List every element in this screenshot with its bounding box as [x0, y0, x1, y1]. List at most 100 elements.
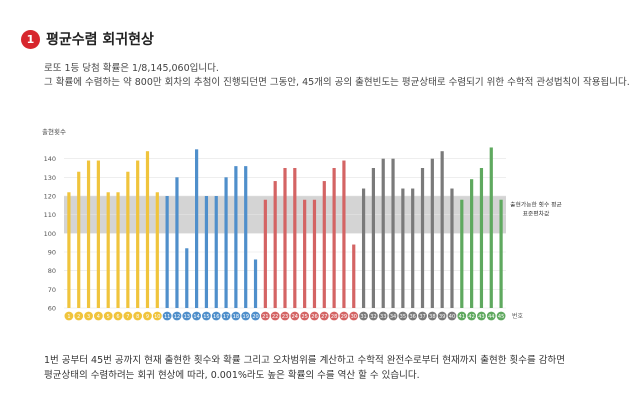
x-tick-label: 28 [331, 314, 337, 320]
bar [283, 168, 287, 308]
ball-number-badge [270, 311, 280, 321]
bar [489, 147, 493, 308]
bar [430, 158, 434, 308]
x-tick-label: 30 [351, 314, 357, 320]
x-tick-label: 38 [429, 314, 435, 320]
bar [86, 160, 91, 308]
ball-number-badge [349, 311, 359, 321]
bar [371, 168, 375, 308]
bar [263, 199, 267, 308]
ball-number-badge [231, 311, 241, 321]
ball-number-badge [172, 311, 182, 321]
bar [234, 166, 238, 308]
ball-number-badge [300, 311, 310, 321]
x-tick-label: 20 [252, 314, 258, 320]
ball-number-badge [477, 311, 486, 321]
ball-number-badge [93, 311, 103, 321]
ball-number-badge [260, 311, 270, 321]
bar [450, 188, 454, 308]
bar [155, 192, 159, 308]
ball-number-badge [408, 311, 418, 321]
y-tick-label: 60 [48, 305, 56, 313]
x-tick-label: 42 [468, 314, 474, 320]
ball-number-badge [211, 311, 221, 321]
x-tick-label: 17 [223, 314, 229, 320]
x-tick-label: 14 [193, 314, 199, 320]
y-tick-label: 100 [44, 230, 56, 238]
ball-number-badge [152, 311, 162, 321]
x-tick-label: 13 [184, 314, 190, 320]
ball-number-badge [447, 311, 457, 321]
ball-number-badge [221, 311, 231, 321]
ball-number-badge [192, 311, 202, 321]
bar [253, 259, 258, 308]
x-tick-label: 10 [154, 314, 160, 320]
bar [204, 196, 209, 308]
bar [116, 192, 120, 308]
intro-line-2: 그 확률에 수렴하는 약 800만 회차의 추첨이 진행되던면 그동안, 45개… [44, 77, 630, 88]
ball-number-badge [290, 311, 300, 321]
ball-number-badge [378, 311, 388, 321]
ball-number-badge [162, 311, 172, 321]
bar [126, 171, 130, 308]
bar [106, 192, 110, 308]
bar [77, 171, 81, 308]
x-tick-label: 16 [213, 314, 219, 320]
ball-number-badge [143, 311, 152, 321]
ball-number-badge [241, 311, 251, 321]
ball-number-badge [418, 311, 427, 321]
ball-number-badge [280, 311, 290, 321]
ball-number-badge [319, 311, 329, 321]
x-tick-label: 32 [370, 314, 376, 320]
bar [342, 160, 346, 308]
bar [332, 168, 336, 308]
x-tick-label: 24 [292, 314, 298, 320]
bar [175, 177, 179, 308]
x-axis-label: 번호 [512, 312, 524, 320]
x-tick-label: 15 [203, 314, 209, 320]
x-tick-label: 7 [126, 314, 129, 320]
intro-line-1: 로또 1등 당첨 확률은 1/8,145,060입니다. [44, 63, 219, 74]
y-tick-label: 80 [48, 267, 56, 275]
bar [96, 160, 100, 308]
bar [381, 158, 385, 308]
x-tick-label: 4 [97, 314, 100, 320]
x-tick-label: 6 [116, 314, 119, 320]
ball-number-badge [202, 311, 211, 321]
y-tick-label: 110 [44, 211, 56, 219]
y-axis-label: 출현횟수 [42, 127, 66, 136]
bar [273, 181, 277, 308]
x-tick-label: 34 [390, 314, 396, 320]
bar [479, 168, 484, 308]
ball-number-badge [359, 311, 368, 321]
y-tick-label: 90 [48, 249, 56, 257]
bar [391, 158, 395, 308]
section-title: 평균수렴 회귀현상 [46, 32, 154, 48]
ball-number-badge [339, 311, 349, 321]
ball-number-badge [329, 311, 339, 321]
x-tick-label: 1 [67, 314, 70, 320]
bar [195, 149, 199, 308]
ball-number-badge [123, 311, 133, 321]
ball-number-badge [369, 311, 378, 321]
bar [185, 248, 189, 308]
ball-number-badge [182, 311, 192, 321]
bar [440, 151, 444, 308]
bar [420, 168, 425, 308]
x-tick-label: 43 [478, 314, 484, 320]
x-tick-label: 25 [301, 314, 307, 320]
x-tick-label: 3 [87, 314, 90, 320]
y-tick-label: 130 [44, 174, 56, 182]
x-tick-label: 8 [136, 314, 139, 320]
y-tick-label: 120 [44, 193, 56, 201]
x-tick-label: 27 [321, 314, 327, 320]
x-tick-label: 29 [341, 314, 347, 320]
bar [293, 168, 297, 308]
bar [165, 196, 169, 308]
ball-number-badge [74, 311, 84, 321]
footer-line-1: 1번 공부터 45번 공까지 현재 출현한 횟수와 확률 그리고 오차범위를 계… [44, 355, 565, 366]
band-label: 표준편차값 [523, 210, 550, 218]
ball-number-badge [103, 311, 113, 321]
ball-number-badge [457, 311, 467, 321]
ball-number-badge [388, 311, 398, 321]
